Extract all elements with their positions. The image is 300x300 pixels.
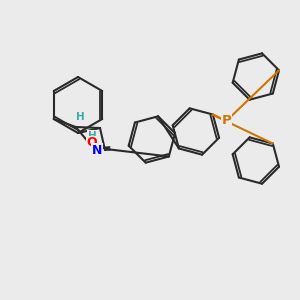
Text: P: P	[222, 114, 232, 127]
Text: H: H	[76, 112, 85, 122]
Text: N: N	[92, 143, 102, 157]
Text: O: O	[86, 136, 97, 149]
Text: H: H	[88, 131, 96, 141]
